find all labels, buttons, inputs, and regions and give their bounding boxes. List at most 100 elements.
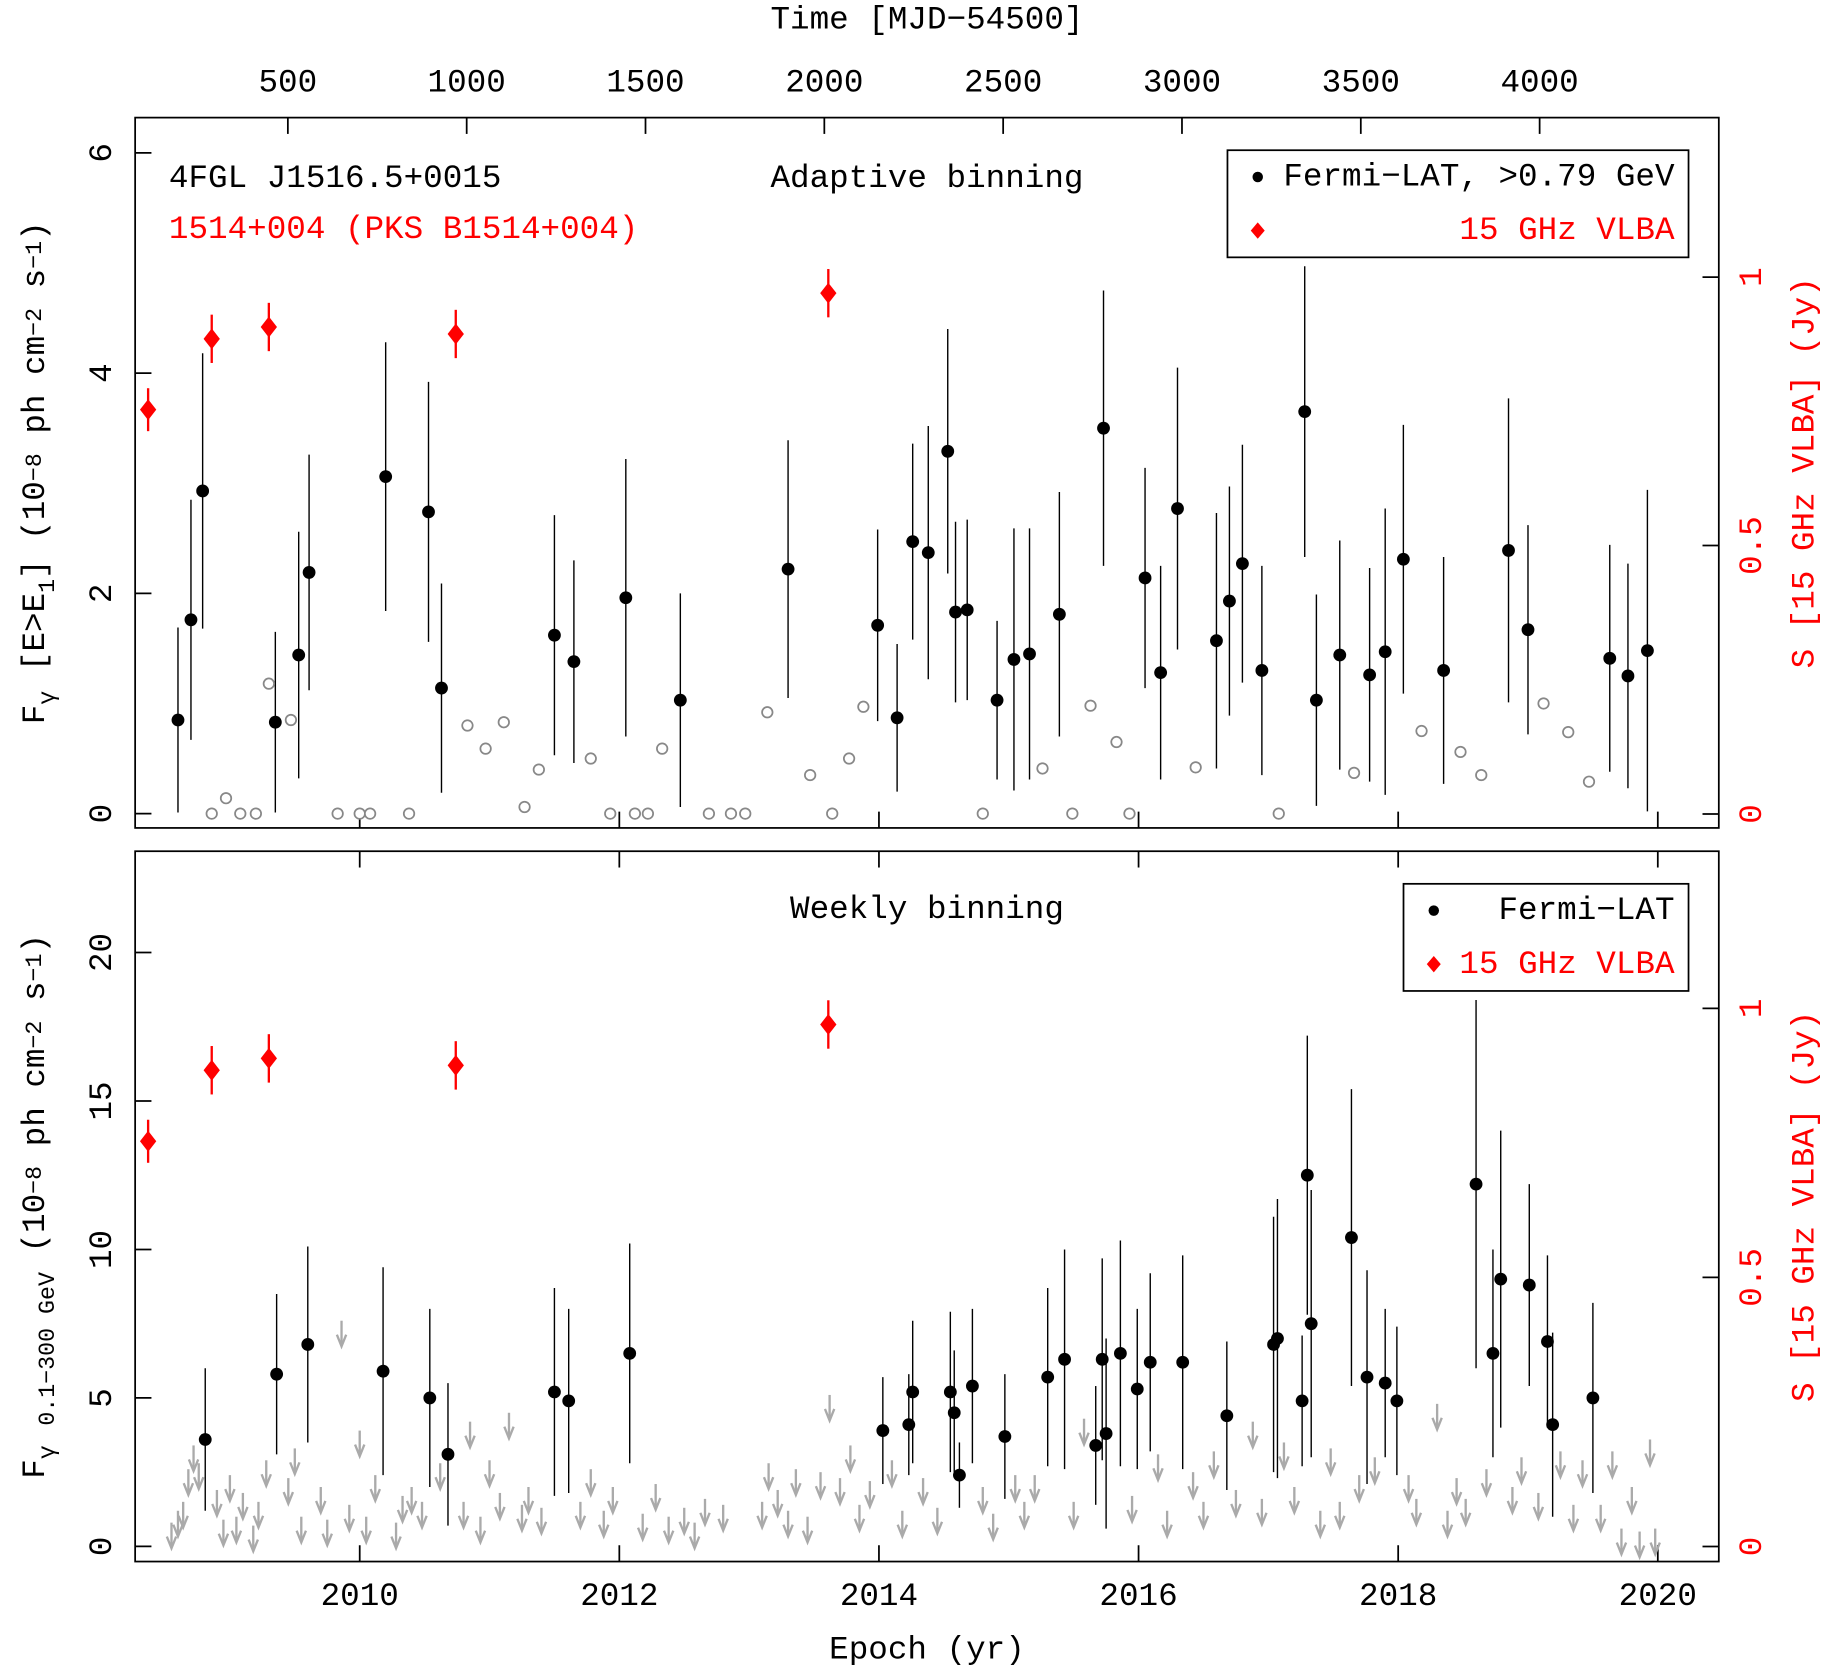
data-point (1210, 634, 1223, 648)
data-point (1454, 745, 1467, 759)
y-tick-label: 6 (84, 143, 121, 163)
legend-marker (1252, 171, 1263, 183)
data-point (331, 807, 344, 820)
upper-limit (1480, 1469, 1493, 1498)
upper-limit-head (1009, 1488, 1021, 1504)
data-point (435, 681, 448, 695)
data-point (447, 1054, 464, 1076)
upper-limit-head (987, 1527, 999, 1543)
upper-limit-head (483, 1473, 496, 1490)
upper-limit-head (1247, 1435, 1259, 1451)
x2-tick-label: 2500 (964, 64, 1042, 101)
upper-limit (864, 1481, 876, 1510)
upper-limit-head (1161, 1524, 1173, 1540)
upper-limit-head (574, 1515, 587, 1531)
upper-limit (1009, 1475, 1021, 1504)
upper-limit (699, 1498, 711, 1528)
upper-limit-head (289, 1461, 301, 1478)
y-axis-label-part: −1 (22, 954, 48, 982)
data-point (1272, 807, 1285, 820)
data-point (234, 807, 247, 820)
upper-limit (977, 1487, 989, 1516)
data-point (518, 800, 531, 814)
legend-label: Fermi−LAT (1499, 892, 1675, 929)
y-tick-label: 0 (84, 1537, 121, 1557)
data-point (1378, 1376, 1392, 1390)
upper-limit (1402, 1475, 1415, 1504)
upper-limit (574, 1501, 587, 1531)
upper-limit (217, 1519, 230, 1549)
upper-limit (678, 1507, 690, 1537)
data-point (1541, 1335, 1554, 1348)
upper-limit (853, 1504, 866, 1534)
upper-limit (1506, 1487, 1519, 1516)
upper-limit-head (503, 1426, 515, 1442)
data-point (739, 807, 752, 820)
data-point (1138, 571, 1152, 585)
data-point (548, 1385, 561, 1399)
x-tick-label: 2010 (321, 1578, 399, 1615)
upper-limit (224, 1475, 236, 1504)
legend-label: 15 GHz VLBA (1459, 212, 1675, 249)
data-point (1110, 735, 1123, 749)
upper-limit (1324, 1448, 1337, 1478)
upper-limit-head (717, 1518, 729, 1534)
upper-limit-head (1431, 1417, 1443, 1433)
upper-limit (1208, 1451, 1220, 1481)
data-point (1236, 557, 1249, 571)
upper-limit-head (1649, 1542, 1661, 1558)
upper-limit (396, 1495, 409, 1525)
upper-limit (390, 1522, 402, 1552)
data-point (702, 807, 716, 820)
upper-limit-head (1480, 1482, 1493, 1498)
upper-limit-head (369, 1488, 382, 1504)
data-point (1333, 648, 1347, 662)
data-point (198, 1433, 212, 1446)
upper-limit-head (844, 1458, 857, 1475)
y-axis-label-part: ] (10 (17, 481, 54, 579)
x-tick-label: 2012 (580, 1578, 658, 1615)
upper-limit (360, 1516, 372, 1546)
upper-limit (1594, 1504, 1607, 1534)
legend-marker (1426, 956, 1441, 973)
upper-limit (896, 1510, 909, 1540)
upper-limit-head (1626, 1500, 1638, 1516)
upper-limit (343, 1504, 356, 1534)
upper-limit (211, 1489, 223, 1519)
data-point (804, 768, 817, 782)
data-point (619, 591, 633, 605)
upper-limit-head (1554, 1464, 1567, 1481)
x-axis-label: Epoch (yr) (829, 1632, 1025, 1669)
upper-limit (516, 1504, 528, 1534)
upper-limit (1256, 1498, 1268, 1528)
data-point (1154, 666, 1168, 680)
data-point (998, 1430, 1012, 1443)
data-point (249, 807, 262, 820)
upper-limit-head (464, 1435, 476, 1451)
data-point (947, 1406, 961, 1420)
data-point (1271, 1332, 1284, 1345)
data-point (990, 693, 1004, 707)
x2-tick-label: 500 (259, 64, 318, 101)
data-point (1123, 807, 1136, 820)
upper-limit (1247, 1421, 1259, 1451)
y-tick-label: 15 (84, 1081, 121, 1120)
y2-axis-label: S [15 GHz VLBA] (Jy) (1787, 1011, 1824, 1402)
data-point (292, 648, 306, 662)
data-point (1437, 664, 1451, 677)
data-point (184, 613, 198, 627)
x2-tick-label: 1500 (606, 64, 684, 101)
data-point (1130, 1382, 1144, 1396)
upper-limit (247, 1525, 260, 1555)
upper-limit (1161, 1510, 1173, 1540)
data-point (623, 1346, 637, 1360)
data-point (562, 1394, 576, 1408)
upper-limit-head (295, 1530, 308, 1546)
data-point (1007, 653, 1021, 666)
x-tick-label: 2014 (840, 1578, 918, 1615)
upper-limit-head (1152, 1467, 1164, 1484)
upper-limit (987, 1513, 999, 1543)
data-point (423, 1391, 437, 1405)
plot-frame (134, 850, 1720, 1563)
upper-limit (771, 1489, 784, 1519)
